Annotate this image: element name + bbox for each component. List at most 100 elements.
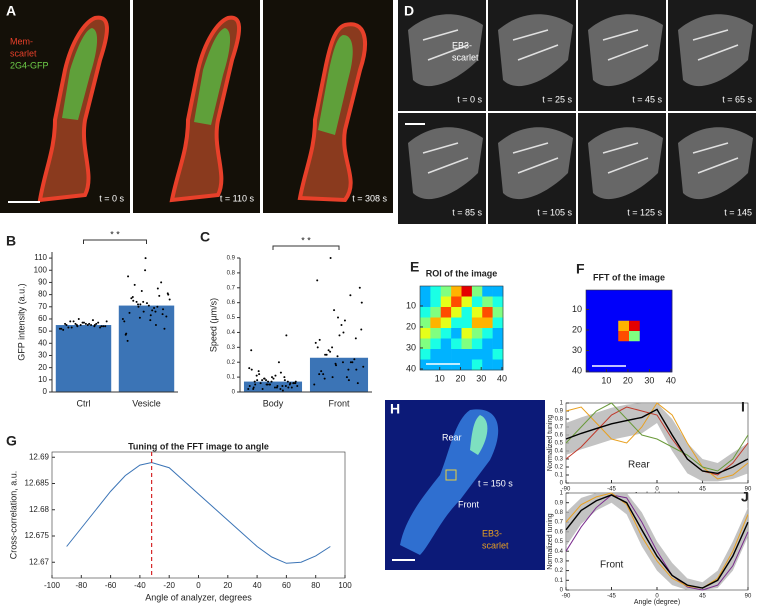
data-point xyxy=(62,328,65,331)
bar xyxy=(55,325,112,392)
heatmap-cell xyxy=(639,361,651,373)
x-tick-label: Front xyxy=(328,398,350,408)
x-axis-label: Angle (degree) xyxy=(634,599,680,606)
heatmap-cell xyxy=(430,317,442,329)
heatmap-cell xyxy=(607,361,619,373)
region-label: Rear xyxy=(442,432,462,442)
heatmap-cell xyxy=(461,296,473,308)
data-point xyxy=(153,307,156,309)
data-point xyxy=(353,358,356,361)
x-tick-label: 40 xyxy=(497,373,507,383)
cell-detail xyxy=(602,142,649,174)
y-axis-label: Normalized tuning xyxy=(547,415,554,472)
time-label: t = 85 s xyxy=(452,207,482,217)
heatmap-cell xyxy=(430,338,442,350)
y-tick-label: 20 xyxy=(406,321,416,331)
data-point xyxy=(324,353,327,356)
panel-letter: B xyxy=(6,233,16,249)
plot-frame xyxy=(585,289,673,373)
data-point xyxy=(252,388,255,391)
data-point xyxy=(283,376,286,379)
heatmap-cell xyxy=(596,361,608,373)
cell-detail xyxy=(512,142,559,174)
data-point xyxy=(343,319,346,322)
data-point xyxy=(275,386,278,389)
data-point xyxy=(161,313,164,316)
data-point xyxy=(104,325,107,328)
data-point xyxy=(296,385,299,388)
y-tick-label: 1 xyxy=(560,401,564,407)
panel-letter: J xyxy=(741,489,749,505)
data-point xyxy=(154,324,157,327)
heatmap-cell xyxy=(451,359,462,371)
data-point xyxy=(97,321,100,324)
data-point xyxy=(64,322,67,325)
heatmap-cell xyxy=(482,349,493,360)
data-point xyxy=(121,317,124,320)
data-point xyxy=(263,377,266,380)
heatmap-cell xyxy=(461,328,473,339)
time-label: t = 105 s xyxy=(537,207,572,217)
x-tick-label: Ctrl xyxy=(77,398,91,408)
heatmap-cell xyxy=(618,290,630,301)
heatmap-cell xyxy=(420,328,431,339)
heatmap-cell xyxy=(586,351,598,363)
data-point xyxy=(130,297,133,300)
data-point xyxy=(349,361,352,364)
data-point xyxy=(123,320,126,323)
x-tick-label: Body xyxy=(263,398,284,408)
panel-letter: F xyxy=(576,261,585,277)
cell xyxy=(498,127,573,200)
data-point xyxy=(69,320,72,323)
heatmap-cell xyxy=(430,296,442,308)
data-point xyxy=(254,383,257,386)
heatmap-cell xyxy=(440,359,452,371)
data-point xyxy=(136,303,139,306)
heatmap-cell xyxy=(586,310,598,322)
data-point xyxy=(128,311,131,314)
y-tick-label: 1 xyxy=(560,491,564,497)
heatmap-cell xyxy=(618,341,630,352)
confidence-band xyxy=(566,493,748,590)
heatmap-cell xyxy=(492,286,504,297)
x-tick-label: -100 xyxy=(44,581,61,590)
data-point xyxy=(292,382,295,385)
heatmap-cell xyxy=(451,317,462,329)
data-point xyxy=(279,371,282,374)
data-point xyxy=(105,320,108,323)
data-point xyxy=(163,327,166,330)
data-point xyxy=(100,325,103,328)
y-tick-label: 30 xyxy=(38,351,47,360)
y-tick-label: 20 xyxy=(38,363,47,372)
data-point xyxy=(72,320,75,323)
significance-label: * * xyxy=(301,235,311,245)
y-tick-label: 0.5 xyxy=(555,539,564,545)
data-point xyxy=(124,333,127,336)
y-tick-label: 0.7 xyxy=(555,520,564,526)
heatmap-cell xyxy=(629,320,641,332)
heatmap-cell xyxy=(607,320,619,332)
time-label: t = 110 s xyxy=(220,193,255,203)
data-point xyxy=(277,361,280,364)
data-point xyxy=(158,294,161,297)
data-point xyxy=(84,322,87,325)
heatmap-cell xyxy=(482,286,493,297)
heatmap-cell xyxy=(650,320,662,332)
x-tick-label: 20 xyxy=(223,581,232,590)
heatmap-cell xyxy=(661,300,673,311)
y-tick-label: 0 xyxy=(43,387,48,396)
data-point xyxy=(342,331,345,334)
data-point xyxy=(137,305,140,308)
heatmap-cell xyxy=(639,290,651,301)
heatmap-cell xyxy=(618,351,630,363)
data-point xyxy=(151,309,154,312)
data-point xyxy=(166,292,169,295)
panel-h: H Rear t = 150 s Front EB3- scarlet xyxy=(385,400,545,570)
heatmap-cell xyxy=(461,338,473,350)
time-label: t = 25 s xyxy=(542,94,572,104)
data-point xyxy=(91,319,94,322)
heatmap-cell xyxy=(618,331,630,342)
heatmap-cell xyxy=(440,338,452,350)
cell-detail xyxy=(422,142,469,174)
heatmap-cell xyxy=(461,307,473,318)
